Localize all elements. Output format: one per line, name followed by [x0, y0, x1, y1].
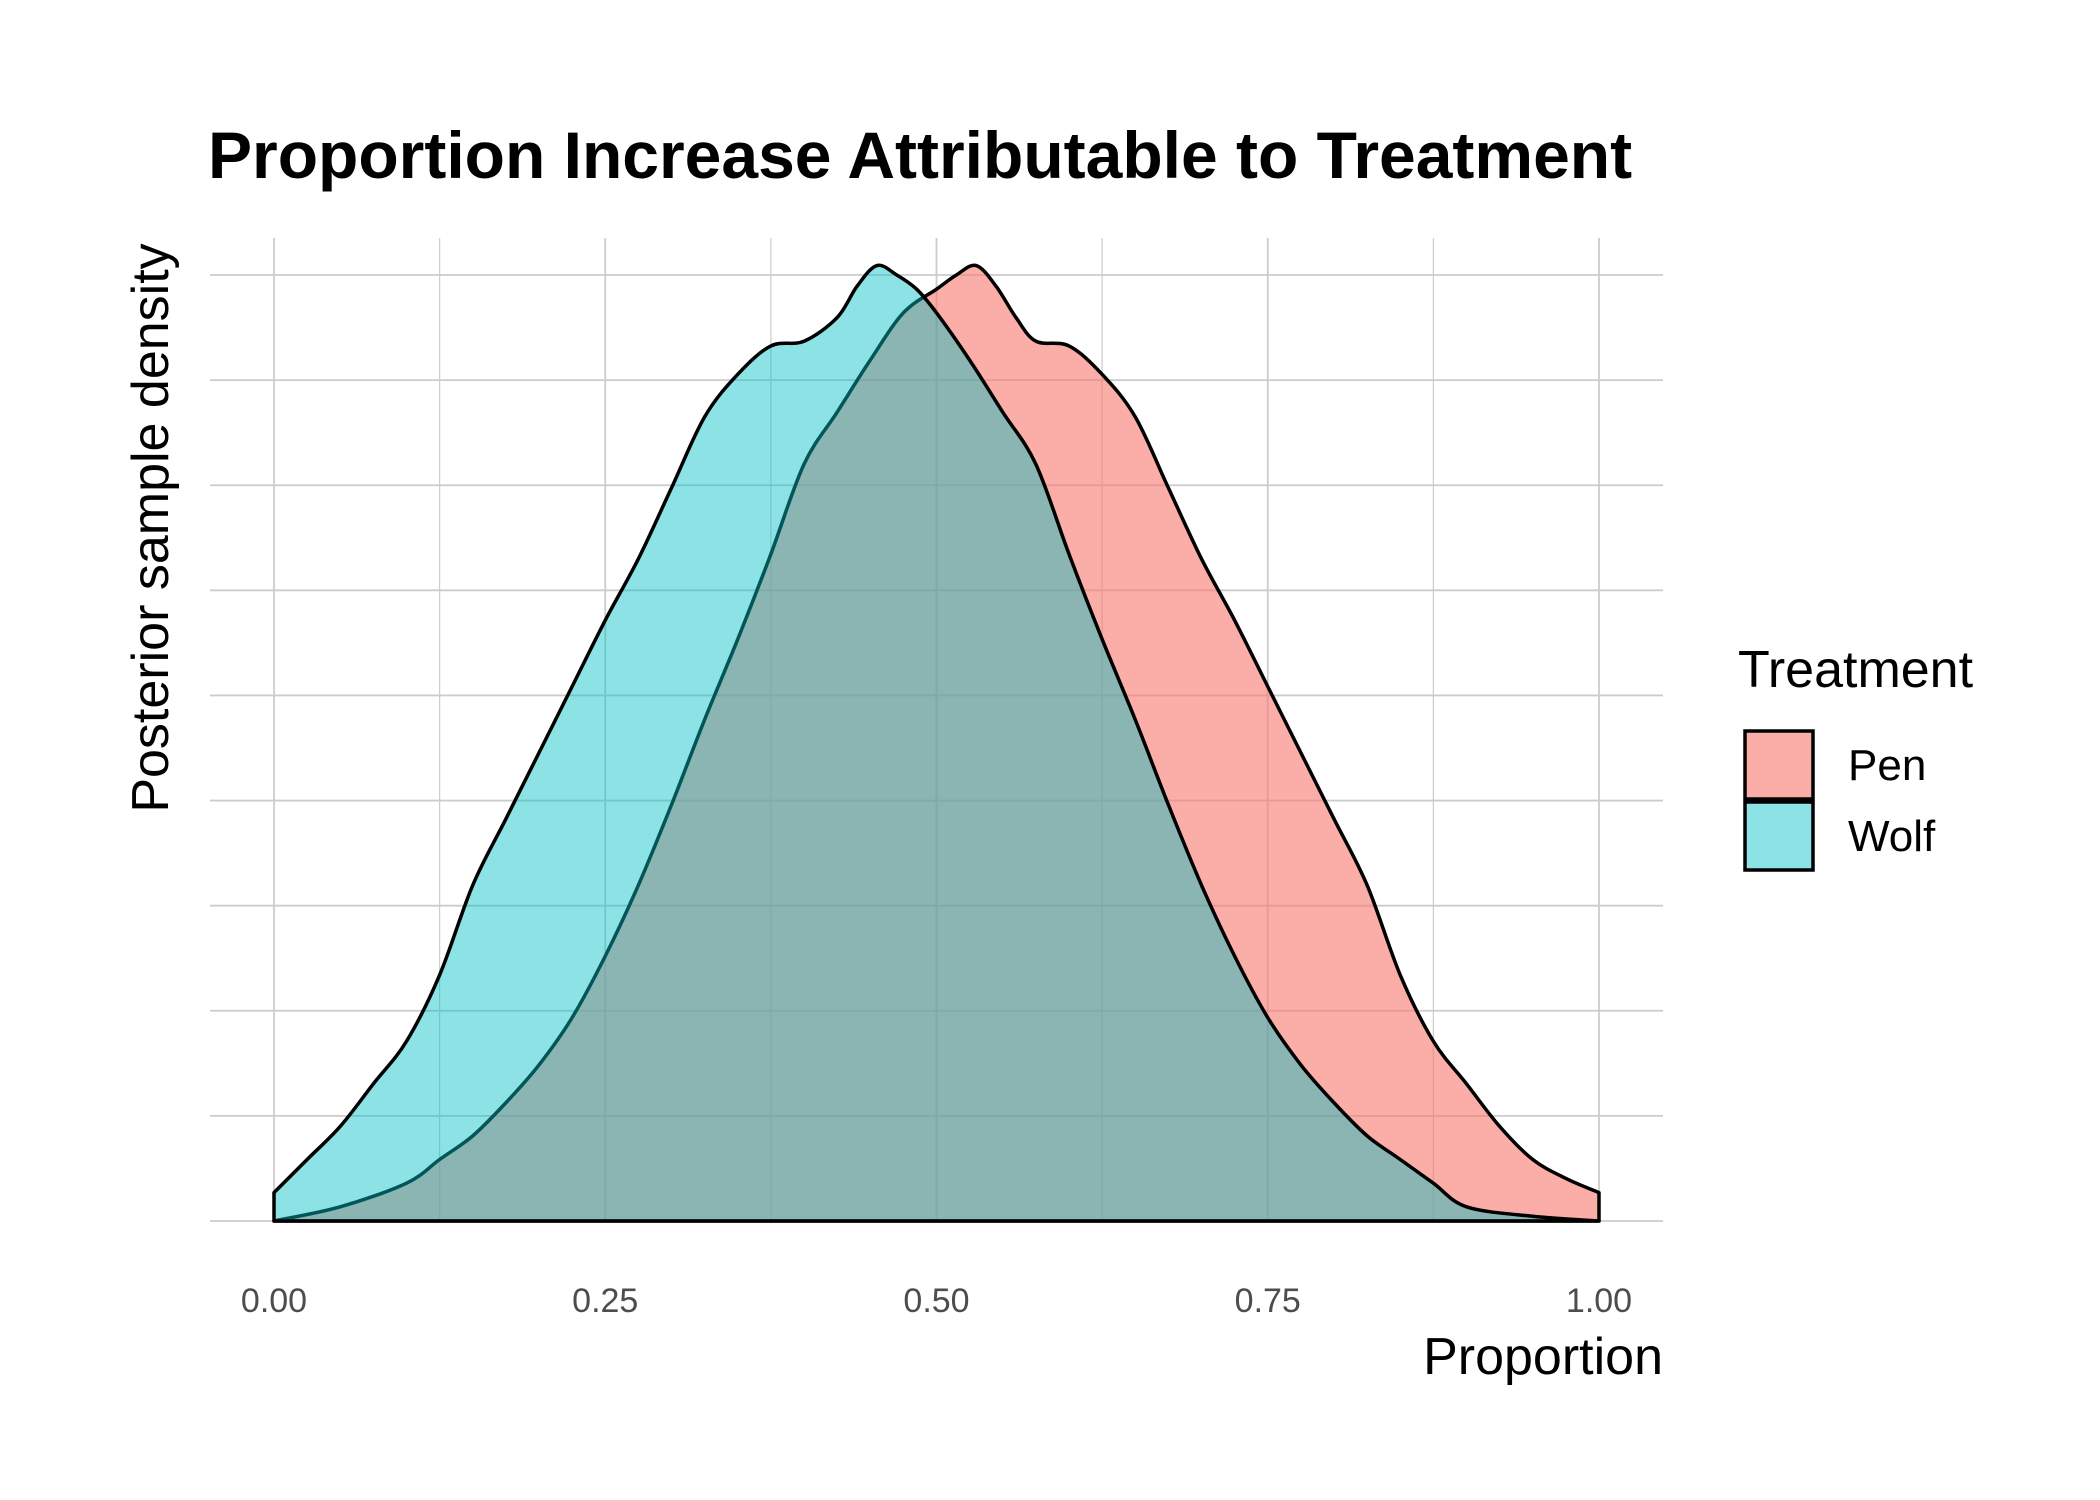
legend: Treatment Pen Wolf [1738, 641, 1974, 872]
legend-label-pen: Pen [1848, 741, 1926, 790]
x-tick-label: 0.50 [903, 1282, 969, 1320]
x-tick-label: 0.00 [241, 1282, 307, 1320]
legend-key-pen [1743, 729, 1815, 801]
y-axis-title: Posterior sample density [122, 243, 180, 812]
density-area-pen [272, 263, 1601, 1223]
legend-key-wolf [1743, 800, 1815, 872]
x-tick-label: 0.25 [572, 1282, 638, 1320]
legend-title: Treatment [1738, 641, 1974, 699]
legend-items: Pen Wolf [1743, 729, 1936, 872]
x-tick-label: 1.00 [1566, 1282, 1632, 1320]
legend-label-wolf: Wolf [1848, 812, 1936, 861]
x-axis-title: Proportion [1423, 1328, 1663, 1386]
density-areas [272, 263, 1601, 1223]
x-axis-ticks: 0.00 0.25 0.50 0.75 1.00 [241, 1282, 1632, 1320]
chart-title: Proportion Increase Attributable to Trea… [208, 118, 1632, 192]
density-area-wolf [272, 263, 1601, 1223]
x-tick-label: 0.75 [1235, 1282, 1301, 1320]
